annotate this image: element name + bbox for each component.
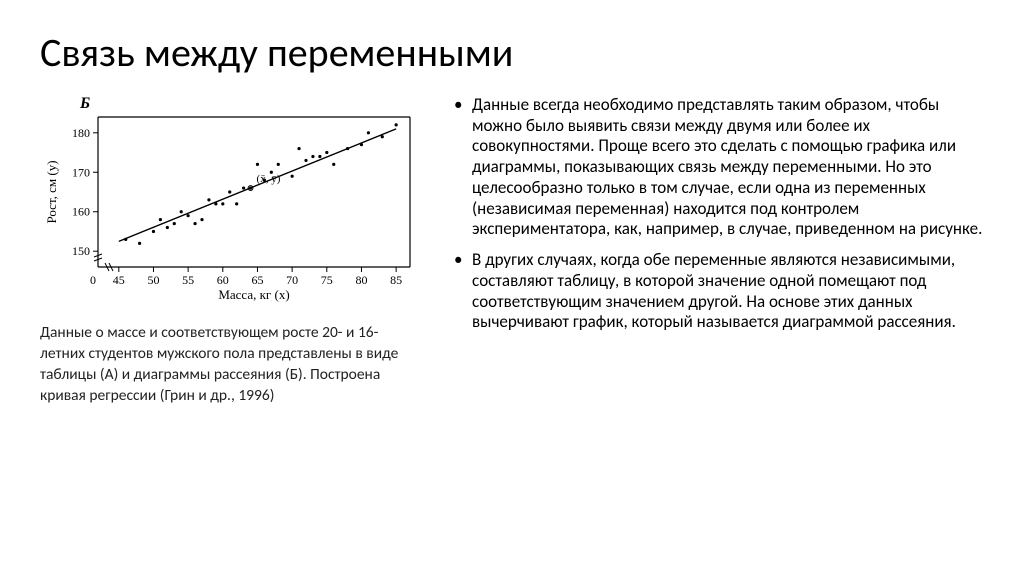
page-title: Связь между переменными (40, 28, 984, 77)
svg-text:60: 60 (217, 273, 229, 287)
svg-text:150: 150 (72, 244, 90, 258)
svg-text:Рост, см (y): Рост, см (y) (44, 160, 59, 223)
svg-text:80: 80 (355, 273, 367, 287)
svg-text:Масса, кг (x): Масса, кг (x) (218, 287, 289, 302)
content-row: Б 45 50 55 60 65 70 75 80 85 0 150 160 170 180 Масса, … (40, 95, 984, 407)
svg-text:45: 45 (113, 273, 125, 287)
bullet-item: Данные всегда необходимо представлять та… (454, 95, 984, 240)
svg-text:(x̄, ȳ): (x̄, ȳ) (257, 173, 281, 185)
right-column: Данные всегда необходимо представлять та… (454, 95, 984, 407)
svg-text:55: 55 (182, 273, 194, 287)
svg-text:65: 65 (251, 273, 263, 287)
chart-container: Б 45 50 55 60 65 70 75 80 85 0 150 160 170 180 Масса, … (40, 95, 420, 305)
bullet-item: В других случаях, когда обе переменные я… (454, 250, 984, 333)
chart-caption: Данные о массе и соответствующем росте 2… (40, 323, 430, 407)
svg-text:50: 50 (147, 273, 159, 287)
left-column: Б 45 50 55 60 65 70 75 80 85 0 150 160 170 180 Масса, … (40, 95, 430, 407)
svg-text:75: 75 (321, 273, 333, 287)
svg-text:85: 85 (390, 273, 402, 287)
panel-label: Б (80, 95, 90, 113)
svg-text:180: 180 (72, 126, 90, 140)
scatter-chart: 45 50 55 60 65 70 75 80 85 0 150 160 170 180 Масса, кг… (40, 95, 420, 305)
svg-text:160: 160 (72, 205, 90, 219)
svg-text:170: 170 (72, 165, 90, 179)
svg-text:70: 70 (286, 273, 298, 287)
svg-text:0: 0 (90, 273, 96, 287)
bullet-list: Данные всегда необходимо представлять та… (454, 95, 984, 333)
